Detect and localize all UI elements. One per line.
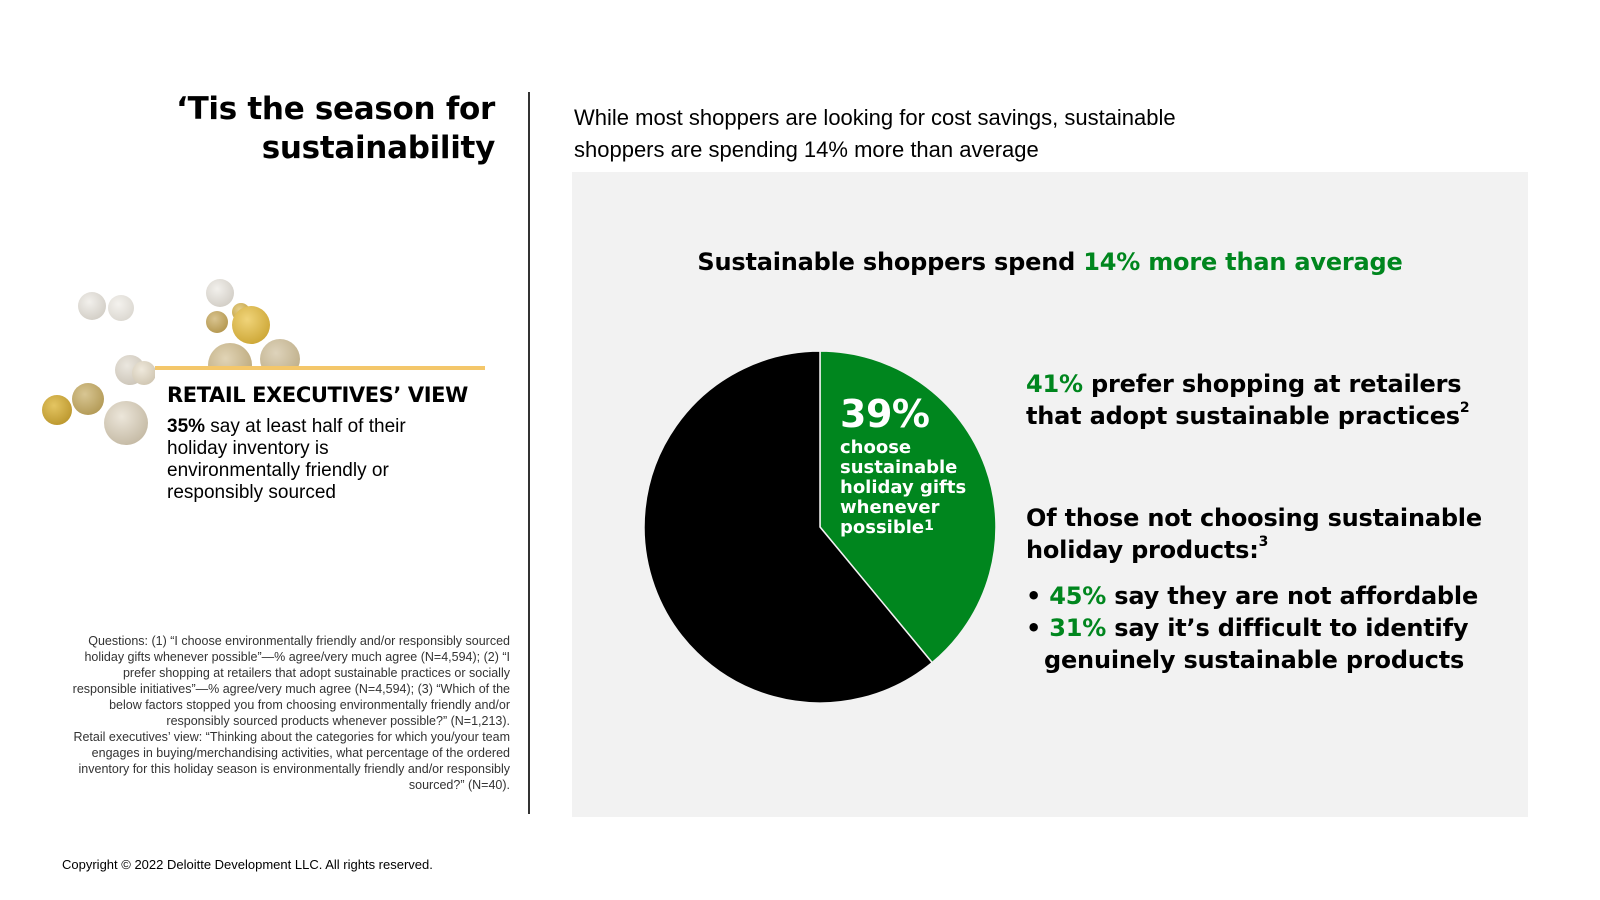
pie-slice-label: 39% choose sustainable holiday gifts whe…	[840, 394, 990, 538]
slide-subtitle: While most shoppers are looking for cost…	[574, 102, 1214, 166]
bubble-3	[206, 279, 234, 307]
retail-executives-description: say at least half of their holiday inven…	[167, 416, 406, 503]
retail-executives-text: 35% say at least half of their holiday i…	[167, 416, 427, 504]
list-item: 45% say they are not affordable	[1026, 580, 1506, 612]
bubble-10	[72, 383, 104, 415]
bubble-2	[108, 295, 134, 321]
footnotes: Questions: (1) “I choose environmentally…	[68, 633, 510, 793]
bubble-6	[232, 306, 270, 344]
stat-prefer-text: prefer shopping at retailers that adopt …	[1026, 370, 1462, 430]
stat-prefer-footnote: 2	[1459, 400, 1470, 416]
stat-not-choosing-heading: Of those not choosing sustainable holida…	[1026, 504, 1482, 564]
bubble-5	[206, 311, 228, 333]
bubble-13	[132, 361, 156, 385]
page-title-line-1: ‘Tis the season for	[176, 91, 495, 127]
chart-heading-prefix: Sustainable shoppers spend	[697, 248, 1084, 276]
footnote-questions: Questions: (1) “I choose environmentally…	[72, 634, 510, 728]
retail-executives-card: RETAIL EXECUTIVES’ VIEW 35% say at least…	[155, 366, 485, 516]
retail-executives-stat: 35%	[167, 416, 206, 437]
list-item: 31% say it’s difficult to identify genui…	[1026, 612, 1506, 676]
bubble-11	[42, 395, 72, 425]
vertical-divider	[528, 92, 530, 814]
retail-executives-heading: RETAIL EXECUTIVES’ VIEW	[167, 383, 468, 407]
reasons-list: 45% say they are not affordable 31% say …	[1026, 580, 1506, 676]
pie-slice-2	[643, 350, 934, 704]
footnote-executives: Retail executives’ view: “Thinking about…	[73, 730, 510, 792]
pie-slice-1	[819, 350, 997, 664]
chart-heading: Sustainable shoppers spend 14% more than…	[572, 248, 1528, 276]
bubble-12	[104, 401, 148, 445]
slide-subtitle-line-2: shoppers are spending 14% more than aver…	[574, 137, 1039, 162]
stat-prefer-value: 41%	[1026, 370, 1083, 398]
chart-panel: Sustainable shoppers spend 14% more than…	[572, 172, 1528, 817]
stat-prefer-retailers: 41% prefer shopping at retailers that ad…	[1026, 368, 1506, 432]
bubble-1	[78, 292, 106, 320]
slide-subtitle-line-1: While most shoppers are looking for cost…	[574, 105, 1176, 130]
page-title-line-2: sustainability	[261, 130, 496, 166]
pie-slice-label-text: choose sustainable holiday gifts wheneve…	[840, 437, 967, 538]
copyright: Copyright © 2022 Deloitte Development LL…	[62, 857, 433, 872]
pie-chart	[643, 350, 997, 704]
chart-heading-highlight: 14% more than average	[1083, 248, 1403, 276]
pie-slice-label-value: 39%	[840, 392, 930, 436]
stat-not-choosing-footnote: 3	[1258, 534, 1269, 550]
decorative-bubbles-image	[20, 265, 400, 480]
page-title: ‘Tis the season for sustainability	[60, 90, 495, 168]
